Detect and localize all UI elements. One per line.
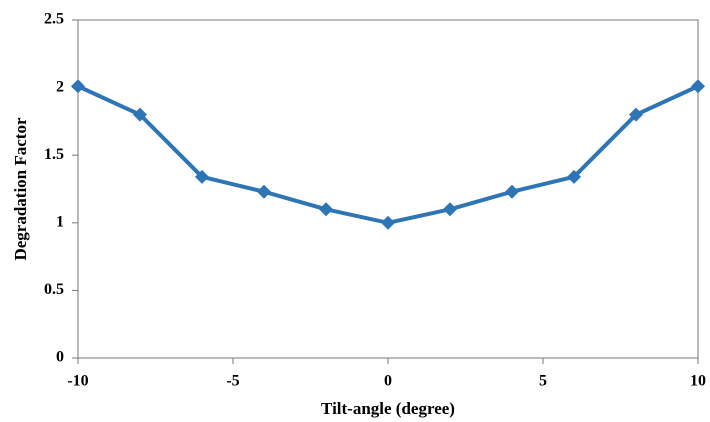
- data-point: [133, 107, 147, 122]
- y-tick-label: 1: [56, 213, 64, 230]
- data-point: [567, 169, 581, 184]
- x-tick-label: -10: [67, 373, 88, 390]
- x-axis-title: Tilt-angle (degree): [321, 399, 455, 418]
- data-point: [257, 184, 271, 199]
- y-tick-label: 0.5: [44, 281, 64, 298]
- x-tick-label: -5: [226, 373, 239, 390]
- data-point: [505, 184, 519, 199]
- y-tick-label: 0: [56, 349, 64, 366]
- data-point: [195, 169, 209, 184]
- data-line: [77, 84, 699, 225]
- data-point: [71, 79, 85, 94]
- data-point: [443, 202, 457, 217]
- x-tick-label: 10: [690, 373, 706, 390]
- data-point: [691, 79, 705, 94]
- y-tick-label: 2: [56, 78, 64, 95]
- x-tick-label: 5: [539, 373, 547, 390]
- y-tick-label: 1.5: [44, 146, 64, 163]
- plot-frame: [77, 19, 699, 359]
- y-axis-title: Degradation Factor: [11, 117, 30, 261]
- y-tick-label: 2.5: [44, 11, 64, 28]
- x-tick-label: 0: [384, 373, 392, 390]
- data-point: [629, 107, 643, 122]
- data-point: [381, 215, 395, 230]
- data-point: [319, 202, 333, 217]
